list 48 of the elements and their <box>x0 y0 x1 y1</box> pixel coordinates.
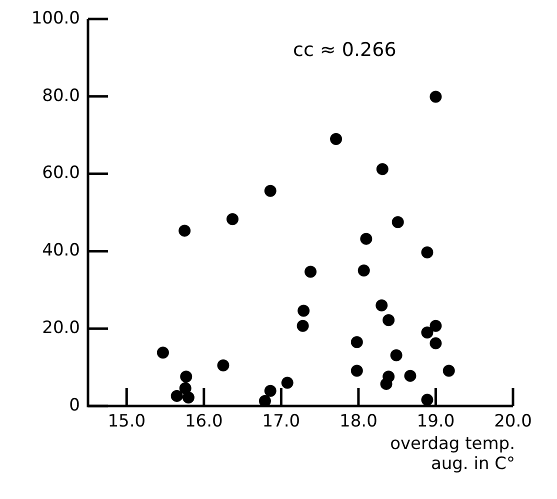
x-tick-label: 16.0 <box>184 412 223 432</box>
point <box>442 364 455 377</box>
x-tick-label: 19.0 <box>416 412 455 432</box>
point <box>430 337 442 350</box>
x-tick-label: 18.0 <box>340 412 378 432</box>
y-tick-label: 0 <box>69 395 80 416</box>
point <box>178 224 191 237</box>
y-tick-label: 20.0 <box>42 318 80 338</box>
point <box>296 320 309 332</box>
x-tick-label: 20.0 <box>494 412 532 432</box>
y-tick-label: 100.0 <box>31 8 80 28</box>
point <box>258 394 271 406</box>
point <box>421 246 434 258</box>
y-tick-label: 60.0 <box>42 163 80 184</box>
point <box>304 266 317 278</box>
point <box>382 314 395 326</box>
annotation: cc ≈ 0.266 <box>293 38 396 61</box>
point <box>350 336 363 348</box>
point <box>226 213 238 226</box>
point <box>404 370 416 382</box>
point <box>264 184 276 197</box>
point <box>392 216 404 228</box>
point <box>350 364 363 377</box>
point <box>430 320 442 332</box>
point <box>358 264 370 277</box>
point <box>360 232 372 245</box>
y-tick-label: 40.0 <box>42 240 80 261</box>
y-tick-label: 80.0 <box>42 86 80 106</box>
x-axis-title: overdag temp. aug. in C° <box>390 434 515 474</box>
point <box>298 304 310 317</box>
x-tick-label: 15.0 <box>108 412 146 432</box>
point <box>179 382 192 394</box>
point <box>380 378 392 390</box>
point <box>430 90 442 103</box>
point <box>281 376 294 389</box>
point <box>376 299 388 312</box>
point <box>156 346 169 359</box>
point <box>170 390 183 402</box>
point <box>421 326 434 338</box>
point <box>182 391 194 404</box>
point <box>217 359 230 372</box>
point <box>376 163 388 176</box>
x-tick-label: 17.0 <box>262 412 300 432</box>
point <box>330 132 342 145</box>
point <box>180 370 192 383</box>
point <box>421 394 434 406</box>
point <box>390 349 402 362</box>
point <box>264 384 276 397</box>
